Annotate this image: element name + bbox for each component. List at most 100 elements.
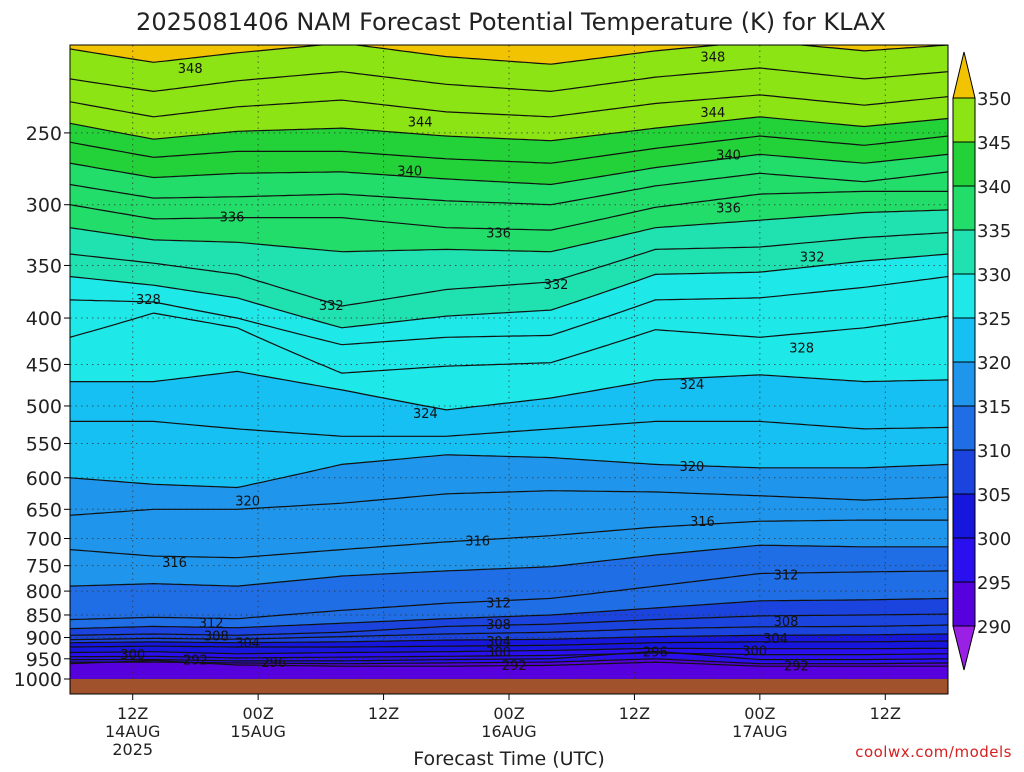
contour-label-340-5: 340: [716, 148, 741, 163]
contour-label-344-3: 344: [700, 106, 725, 121]
contour-318: [70, 490, 948, 516]
colorbar-label-305: 305: [977, 485, 1011, 506]
contour-label-text: 312: [774, 569, 799, 584]
contour-316: [70, 519, 948, 559]
contour-350: [70, 45, 948, 65]
contour-label-text: 308: [486, 618, 511, 633]
x-tick-time-6: 12Z: [117, 704, 148, 723]
contour-label-text: 328: [789, 341, 814, 356]
contour-292: [70, 659, 948, 667]
contour-label-text: 344: [700, 106, 725, 121]
colorbar-low-arrow: [952, 625, 976, 671]
contour-label-text: 300: [120, 648, 145, 663]
contour-label-300-30: 300: [120, 648, 145, 663]
contour-334: [70, 209, 948, 253]
contour-label-text: 312: [199, 616, 224, 631]
contour-296: [70, 650, 948, 662]
contour-label-336-6: 336: [220, 210, 245, 225]
y-tick-label-250: 250: [26, 123, 62, 145]
contour-label-text: 320: [235, 495, 260, 510]
colorbar-label-320: 320: [977, 353, 1011, 374]
y-tick-label-650: 650: [26, 499, 62, 521]
contour-label-text: 304: [235, 636, 260, 651]
pressure-axis: 2503003504004505005506006507007508008509…: [14, 123, 70, 691]
colorbar-label-300: 300: [977, 529, 1011, 550]
contour-340: [70, 153, 948, 186]
contour-label-304-28: 304: [486, 635, 511, 650]
y-tick-label-500: 500: [26, 396, 62, 418]
contour-label-304-27: 304: [235, 636, 260, 651]
contour-302: [70, 640, 948, 648]
contour-314: [70, 544, 948, 587]
contour-label-text: 324: [413, 407, 438, 422]
contour-label-292-36: 292: [502, 659, 527, 674]
y-tick-label-750: 750: [26, 556, 62, 578]
x-tick-time-54: 12Z: [619, 704, 650, 723]
contour-298: [70, 652, 948, 659]
contour-304: [70, 633, 948, 644]
chart-title: 2025081406 NAM Forecast Potential Temper…: [136, 8, 886, 36]
contour-label-text: 348: [700, 51, 725, 66]
colorbar-label-345: 345: [977, 133, 1011, 154]
colorbar-label-315: 315: [977, 397, 1011, 418]
contour-label-text: 304: [486, 635, 511, 650]
contour-label-text: 296: [643, 646, 668, 661]
contour-label-text: 292: [502, 659, 527, 674]
contour-326: [70, 312, 948, 374]
contour-label-text: 316: [690, 515, 715, 530]
contour-label-text: 324: [680, 378, 705, 393]
colorbar-label-330: 330: [977, 265, 1011, 286]
colorbar-swatch-300: [952, 493, 976, 539]
colorbar-label-350: 350: [977, 89, 1011, 110]
colorbar-label-325: 325: [977, 309, 1011, 330]
y-tick-label-850: 850: [26, 605, 62, 627]
contour-label-text: 316: [162, 556, 187, 571]
contour-label-312-22: 312: [486, 596, 511, 611]
contour-label-316-20: 316: [690, 515, 715, 530]
contour-label-328-13: 328: [789, 341, 814, 356]
contour-label-332-11: 332: [800, 250, 825, 265]
contour-label-text: 292: [784, 659, 809, 674]
contour-label-312-23: 312: [774, 569, 799, 584]
contour-310: [70, 597, 948, 630]
contour-label-324-14: 324: [413, 407, 438, 422]
contour-label-text: 332: [544, 278, 569, 293]
x-tick-date-6: 14AUG: [105, 722, 160, 741]
contour-label-320-16: 320: [235, 495, 260, 510]
contour-label-text: 336: [486, 227, 511, 242]
x-tick-time-66: 00Z: [744, 704, 775, 723]
contour-348: [70, 67, 948, 93]
colorbar-label-290: 290: [977, 617, 1011, 638]
y-tick-label-450: 450: [26, 354, 62, 376]
contour-294: [70, 658, 948, 665]
colorbar-swatch-295: [952, 537, 976, 583]
colorbar-swatch-305: [952, 449, 976, 495]
colorbar-swatch-320: [952, 317, 976, 363]
y-tick-label-900: 900: [26, 627, 62, 649]
terrain-strip: [70, 679, 948, 694]
colorbar-label-340: 340: [977, 177, 1011, 198]
contour-label-292-35: 292: [183, 654, 208, 669]
y-tick-label-1000: 1000: [14, 669, 62, 691]
colorbar: 290 295 300 305 310 315 320 325 330 335 340 345 350: [952, 51, 1011, 671]
y-tick-label-300: 300: [26, 195, 62, 217]
colorbar-swatch-325: [952, 273, 976, 319]
contour-label-text: 348: [178, 62, 203, 77]
contour-346: [70, 94, 948, 118]
x-tick-time-42: 00Z: [493, 704, 524, 723]
contour-344: [70, 116, 948, 142]
colorbar-swatch-330: [952, 229, 976, 275]
contour-label-332-9: 332: [319, 299, 344, 314]
contour-label-312-21: 312: [199, 616, 224, 631]
colorbar-label-310: 310: [977, 441, 1011, 462]
contour-label-316-18: 316: [162, 556, 187, 571]
contour-label-320-17: 320: [680, 460, 705, 475]
contour-332: [70, 232, 948, 307]
contour-lines: [70, 45, 948, 667]
y-tick-label-550: 550: [26, 433, 62, 455]
contour-label-text: 316: [465, 535, 490, 550]
contour-label-332-10: 332: [544, 278, 569, 293]
y-tick-label-350: 350: [26, 255, 62, 277]
contour-label-text: 308: [774, 615, 799, 630]
